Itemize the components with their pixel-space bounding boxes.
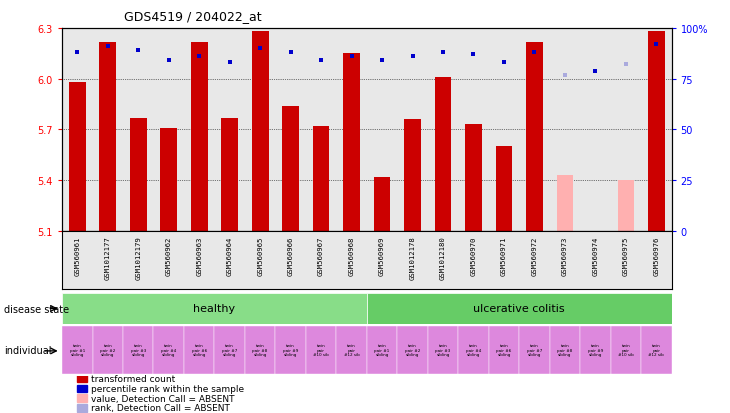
- Text: healthy: healthy: [193, 304, 236, 314]
- Text: twin
pair #9
sibling: twin pair #9 sibling: [283, 344, 299, 356]
- Text: twin
pair
#12 sib: twin pair #12 sib: [648, 344, 664, 356]
- Bar: [458, 326, 489, 374]
- Text: individual: individual: [4, 345, 51, 355]
- Text: value, Detection Call = ABSENT: value, Detection Call = ABSENT: [91, 394, 234, 403]
- Bar: [184, 326, 215, 374]
- Text: twin
pair
#10 sib: twin pair #10 sib: [313, 344, 329, 356]
- Text: GSM560969: GSM560969: [379, 236, 385, 275]
- Text: percentile rank within the sample: percentile rank within the sample: [91, 384, 245, 393]
- Bar: [337, 326, 367, 374]
- Bar: [312, 127, 329, 231]
- Bar: [245, 326, 275, 374]
- Bar: [428, 326, 458, 374]
- Bar: [374, 177, 391, 231]
- Text: GSM560961: GSM560961: [74, 236, 80, 275]
- Text: GSM1012179: GSM1012179: [135, 236, 141, 280]
- Text: GSM560973: GSM560973: [562, 236, 568, 275]
- Text: GSM560967: GSM560967: [318, 236, 324, 275]
- Text: twin
pair #8
sibling: twin pair #8 sibling: [557, 344, 572, 356]
- Text: transformed count: transformed count: [91, 374, 175, 383]
- Bar: [77, 404, 87, 411]
- Bar: [550, 326, 580, 374]
- Bar: [221, 118, 238, 231]
- Bar: [367, 293, 672, 324]
- Bar: [496, 147, 512, 231]
- Bar: [556, 176, 573, 231]
- Text: GSM560965: GSM560965: [257, 236, 263, 275]
- Text: twin
pair #2
sibling: twin pair #2 sibling: [100, 344, 115, 356]
- Text: GSM1012180: GSM1012180: [440, 236, 446, 280]
- Bar: [93, 326, 123, 374]
- Bar: [648, 32, 665, 231]
- Text: twin
pair #7
sibling: twin pair #7 sibling: [222, 344, 237, 356]
- Text: twin
pair #9
sibling: twin pair #9 sibling: [588, 344, 603, 356]
- Bar: [275, 326, 306, 374]
- Bar: [99, 43, 116, 231]
- Bar: [343, 54, 360, 231]
- Text: twin
pair #2
sibling: twin pair #2 sibling: [405, 344, 420, 356]
- Text: GSM560970: GSM560970: [471, 236, 477, 275]
- Bar: [618, 180, 634, 231]
- Text: twin
pair #8
sibling: twin pair #8 sibling: [253, 344, 268, 356]
- Text: GSM560966: GSM560966: [288, 236, 293, 275]
- Bar: [641, 326, 672, 374]
- Bar: [526, 43, 543, 231]
- Bar: [77, 394, 87, 402]
- Text: GSM560964: GSM560964: [227, 236, 233, 275]
- Text: GDS4519 / 204022_at: GDS4519 / 204022_at: [124, 10, 262, 23]
- Text: twin
pair #4
sibling: twin pair #4 sibling: [161, 344, 177, 356]
- Bar: [252, 32, 269, 231]
- Bar: [434, 78, 451, 231]
- Text: twin
pair #6
sibling: twin pair #6 sibling: [191, 344, 207, 356]
- Bar: [123, 326, 153, 374]
- Bar: [611, 326, 641, 374]
- Text: GSM560972: GSM560972: [531, 236, 537, 275]
- Bar: [130, 118, 147, 231]
- Bar: [69, 83, 85, 231]
- Text: twin
pair
#12 sib: twin pair #12 sib: [344, 344, 359, 356]
- Text: GSM1012178: GSM1012178: [410, 236, 415, 280]
- Bar: [580, 326, 611, 374]
- Bar: [397, 326, 428, 374]
- Bar: [191, 43, 207, 231]
- Text: ulcerative colitis: ulcerative colitis: [473, 304, 565, 314]
- Bar: [62, 326, 93, 374]
- Bar: [62, 293, 367, 324]
- Bar: [519, 326, 550, 374]
- Text: rank, Detection Call = ABSENT: rank, Detection Call = ABSENT: [91, 404, 230, 412]
- Bar: [489, 326, 519, 374]
- Bar: [77, 385, 87, 392]
- Bar: [77, 375, 87, 382]
- Bar: [367, 326, 397, 374]
- Text: twin
pair
#10 sib: twin pair #10 sib: [618, 344, 634, 356]
- Text: twin
pair #3
sibling: twin pair #3 sibling: [435, 344, 450, 356]
- Bar: [283, 107, 299, 231]
- Text: twin
pair #3
sibling: twin pair #3 sibling: [131, 344, 146, 356]
- Text: twin
pair #1
sibling: twin pair #1 sibling: [69, 344, 85, 356]
- Text: twin
pair #7
sibling: twin pair #7 sibling: [527, 344, 542, 356]
- Text: GSM560971: GSM560971: [501, 236, 507, 275]
- Text: twin
pair #1
sibling: twin pair #1 sibling: [374, 344, 390, 356]
- Bar: [306, 326, 337, 374]
- Text: GSM560963: GSM560963: [196, 236, 202, 275]
- Text: twin
pair #6
sibling: twin pair #6 sibling: [496, 344, 512, 356]
- Text: twin
pair #4
sibling: twin pair #4 sibling: [466, 344, 481, 356]
- Bar: [215, 326, 245, 374]
- Bar: [153, 326, 184, 374]
- Text: GSM560974: GSM560974: [593, 236, 599, 275]
- Text: GSM1012177: GSM1012177: [105, 236, 111, 280]
- Text: GSM560962: GSM560962: [166, 236, 172, 275]
- Bar: [161, 128, 177, 231]
- Text: GSM560976: GSM560976: [653, 236, 659, 275]
- Bar: [404, 120, 421, 231]
- Bar: [465, 125, 482, 231]
- Text: GSM560968: GSM560968: [349, 236, 355, 275]
- Text: GSM560975: GSM560975: [623, 236, 629, 275]
- Text: disease state: disease state: [4, 304, 69, 314]
